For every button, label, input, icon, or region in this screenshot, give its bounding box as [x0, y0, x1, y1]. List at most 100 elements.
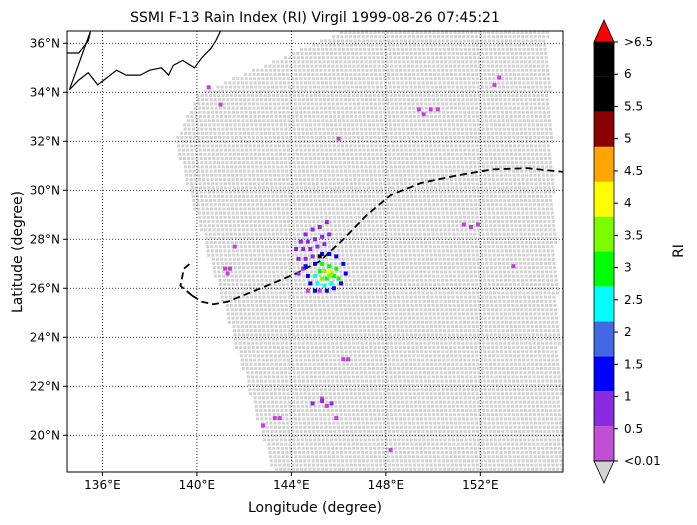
swath-dot — [344, 140, 348, 144]
swath-dot — [294, 207, 297, 211]
swath-dot — [535, 85, 539, 89]
swath-dot — [352, 241, 356, 244]
swath-dot — [417, 257, 421, 261]
swath-dot — [455, 85, 459, 89]
swath-dot — [466, 136, 469, 139]
swath-dot — [374, 144, 378, 148]
swath-dot — [500, 77, 504, 81]
swath-dot — [253, 148, 257, 152]
swath-dot — [442, 115, 446, 118]
swath-dot — [381, 60, 385, 64]
swath-dot — [368, 232, 372, 236]
swath-dot — [487, 136, 490, 139]
swath-dot — [296, 52, 300, 55]
swath-dot — [301, 60, 305, 64]
swath-dot — [471, 287, 475, 291]
swath-dot — [491, 35, 495, 39]
swath-dot — [515, 131, 519, 135]
swath-dot — [406, 203, 410, 207]
swath-dot — [462, 39, 466, 43]
swath-dot — [313, 85, 316, 89]
swath-dot — [190, 110, 193, 114]
swath-dot — [328, 148, 332, 152]
swath-dot — [334, 228, 338, 232]
swath-dot — [299, 110, 303, 114]
swath-dot — [313, 190, 316, 194]
swath-dot — [410, 60, 414, 64]
swath-dot — [386, 207, 390, 211]
swath-dot — [315, 178, 319, 181]
swath-dot — [306, 64, 310, 68]
swath-dot — [402, 203, 406, 207]
swath-dot — [281, 68, 285, 72]
swath-dot — [475, 144, 479, 148]
swath-dot — [253, 257, 257, 261]
swath-dot — [479, 144, 483, 148]
swath-dot — [509, 144, 512, 148]
swath-dot — [431, 194, 435, 198]
chart-title: SSMI F-13 Rain Index (RI) Virgil 1999-08… — [130, 10, 500, 26]
swath-dot — [317, 228, 321, 232]
swath-dot — [332, 140, 336, 144]
swath-dot — [549, 274, 553, 278]
swath-dot — [534, 43, 538, 47]
swath-dot — [349, 215, 353, 219]
swath-layer — [176, 31, 563, 471]
swath-dot — [355, 161, 359, 165]
swath-dot — [535, 224, 539, 228]
swath-dot — [449, 274, 452, 278]
swath-dot — [488, 215, 492, 219]
swath-dot — [309, 123, 313, 127]
swath-dot — [457, 173, 461, 177]
swath-dot — [253, 287, 257, 291]
swath-dot — [220, 190, 224, 194]
swath-dot — [483, 140, 487, 144]
swath-dot — [314, 136, 318, 139]
swath-dot — [512, 35, 516, 39]
swath-dot — [295, 220, 299, 223]
swath-dot — [334, 190, 337, 194]
swath-dot — [232, 253, 236, 257]
swath-dot — [336, 249, 340, 253]
swath-dot — [384, 52, 388, 55]
swath-dot — [485, 52, 489, 55]
swath-dot — [439, 89, 443, 93]
swath-dot — [371, 257, 375, 261]
swath-dot — [508, 102, 512, 106]
swath-dot — [289, 203, 293, 207]
swath-dot — [321, 85, 325, 89]
swath-dot — [228, 119, 232, 123]
swath-dot — [462, 68, 466, 72]
swath-dot — [191, 123, 195, 127]
swath-dot — [377, 31, 381, 34]
swath-dot — [435, 199, 439, 202]
swath-dot — [264, 68, 268, 72]
swath-dot — [302, 64, 305, 68]
swath-dot — [394, 236, 398, 240]
swath-dot — [538, 253, 542, 257]
swath-dot — [295, 152, 299, 156]
swath-dot — [465, 203, 469, 207]
swath-dot — [275, 161, 279, 165]
swath-dot — [375, 220, 379, 223]
swath-dot — [523, 232, 527, 236]
swath-dot — [333, 224, 337, 228]
swath-dot — [240, 144, 244, 148]
swath-dot — [331, 102, 335, 106]
swath-dot — [515, 194, 519, 198]
swath-dot — [428, 241, 432, 244]
swath-dot — [278, 81, 282, 85]
swath-dot — [260, 173, 264, 177]
swath-dot — [246, 266, 250, 270]
swath-dot — [397, 52, 401, 55]
swath-dot — [448, 203, 452, 207]
swath-dot — [316, 152, 320, 156]
swath-dot — [385, 161, 388, 165]
swath-dot — [449, 35, 453, 39]
swath-dot — [345, 148, 349, 152]
swath-dot — [509, 148, 513, 152]
swath-dot — [270, 115, 274, 118]
swath-dot — [217, 98, 221, 102]
swath-dot — [479, 178, 483, 181]
swath-dot — [512, 241, 516, 244]
